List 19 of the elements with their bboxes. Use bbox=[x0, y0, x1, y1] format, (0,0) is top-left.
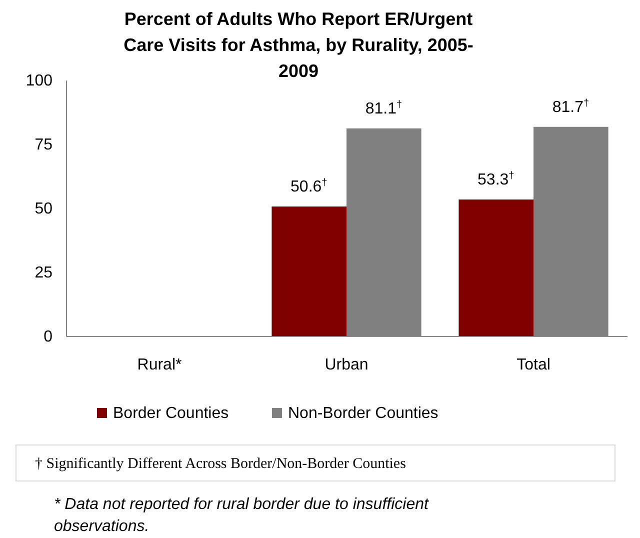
bar bbox=[458, 200, 534, 336]
y-tick-label: 75 bbox=[34, 136, 53, 154]
y-tick-label: 100 bbox=[26, 72, 53, 90]
data-label: 81.1† bbox=[365, 99, 402, 118]
y-tick-label: 25 bbox=[34, 264, 53, 282]
x-tick-label: Total bbox=[516, 356, 550, 374]
data-label: 50.6† bbox=[290, 177, 328, 196]
legend-label: Border Counties bbox=[113, 405, 229, 422]
y-tick-label: 50 bbox=[34, 200, 53, 218]
x-tick-label: Rural* bbox=[137, 356, 182, 374]
chart-title: Percent of Adults Who Report ER/Urgent Care Visits for Asthma, by Rurality, 2005-2009 bbox=[124, 9, 474, 81]
text: † Significantly Different Across Border/Non-Border Counties bbox=[35, 456, 406, 472]
x-tick-label: Urban bbox=[324, 356, 368, 374]
text: * Data not reported for rural border due to insufficient observations. bbox=[54, 496, 429, 535]
bar bbox=[272, 206, 346, 336]
legend-label: Non-Border Counties bbox=[288, 405, 438, 422]
y-tick-label: 0 bbox=[44, 328, 53, 346]
data-label: 81.7† bbox=[552, 98, 590, 116]
data-label: 53.3† bbox=[478, 170, 514, 189]
